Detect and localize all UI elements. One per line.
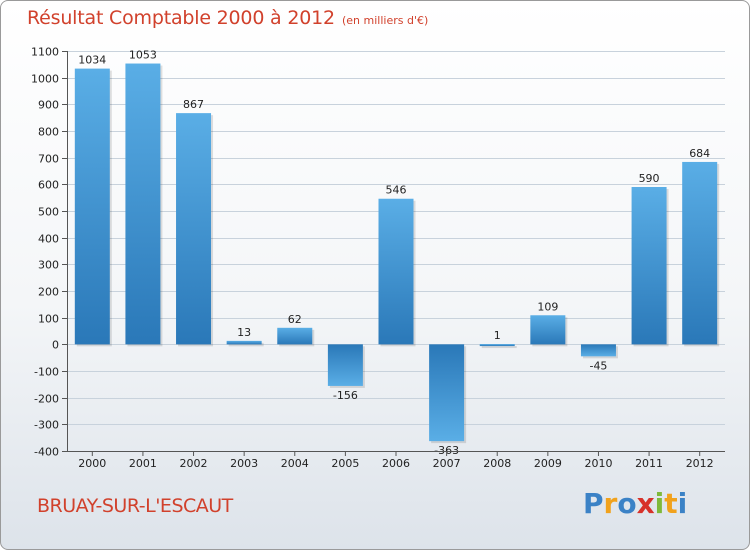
value-label-2006: 546 [386, 184, 407, 197]
bar-2012 [682, 161, 718, 345]
x-tick-label-2004: 2004 [281, 457, 309, 470]
y-tick-label: 600 [38, 179, 59, 192]
x-tick-label-2007: 2007 [433, 457, 461, 470]
y-tick-label: 1000 [31, 73, 59, 86]
x-tick-label-2010: 2010 [584, 457, 612, 470]
logo-letter: o [617, 487, 637, 520]
y-tick-label: 800 [38, 126, 59, 139]
x-tick-label-2005: 2005 [331, 457, 359, 470]
x-tick-label-2000: 2000 [78, 457, 106, 470]
y-tick-label: -100 [34, 366, 59, 379]
axes: -400 -300 -200 -100 0 100 200 300 400 500 600 700 80… [31, 46, 725, 470]
logo-letter: i [654, 487, 665, 520]
bar-2005 [327, 344, 363, 386]
logo-letter: i [677, 487, 688, 520]
y-tick-label: 100 [38, 313, 59, 326]
bar-2007 [429, 344, 465, 442]
bar-2006 [378, 198, 414, 345]
value-label-2012: 684 [689, 147, 710, 160]
value-label-2000: 1034 [78, 54, 106, 67]
y-tick-label: 1100 [31, 46, 59, 59]
y-tick-label: 0 [52, 339, 59, 352]
bar-2004 [277, 327, 313, 345]
x-tick-label-2009: 2009 [534, 457, 562, 470]
bar-2000 [74, 68, 110, 345]
x-tick-label-2006: 2006 [382, 457, 410, 470]
y-tick-label: 200 [38, 286, 59, 299]
town-name: BRUAY-SUR-L'ESCAUT [37, 495, 233, 517]
logo-letter: x [636, 487, 655, 520]
value-label-2008: 1 [494, 329, 501, 342]
logo-letter: t [664, 487, 678, 520]
bar-shadow [481, 346, 517, 349]
value-label-2001: 1053 [129, 49, 157, 62]
logo-letter: r [603, 487, 618, 520]
x-tick-label-2001: 2001 [129, 457, 157, 470]
bar-2011 [631, 187, 667, 345]
value-label-2004: 62 [288, 313, 302, 326]
bar-shadow [228, 342, 264, 347]
x-tick-label-2008: 2008 [483, 457, 511, 470]
bar-2008 [479, 344, 515, 347]
value-label-2011: 590 [639, 172, 660, 185]
value-label-2003: 13 [237, 326, 251, 339]
x-tick-label-2003: 2003 [230, 457, 258, 470]
bar-2010 [580, 344, 616, 357]
y-tick-label: -300 [34, 419, 59, 432]
bars [74, 63, 720, 444]
value-label-2005: -156 [333, 389, 358, 402]
value-label-2010: -45 [589, 359, 607, 372]
proxiti-logo[interactable]: Proxiti [583, 487, 687, 520]
bar-2009 [530, 315, 566, 345]
value-label-2009: 109 [537, 300, 558, 313]
bar-2002 [176, 113, 212, 345]
y-tick-label: 700 [38, 153, 59, 166]
value-labels: 1034 1053 867 13 62 -156 546 -363 1 109 -45 590 684 [78, 49, 710, 458]
y-tick-label: 300 [38, 259, 59, 272]
x-tick-label-2011: 2011 [635, 457, 663, 470]
value-label-2002: 867 [183, 98, 204, 111]
logo-letter: P [583, 487, 604, 520]
chart-subtitle: (en milliers d'€) [342, 14, 429, 27]
y-tick-label: -400 [34, 446, 59, 459]
bar-2001 [125, 63, 161, 345]
y-tick-label: 400 [38, 233, 59, 246]
y-tick-label: 900 [38, 99, 59, 112]
y-tick-label: -200 [34, 393, 59, 406]
chart-title: Résultat Comptable 2000 à 2012 [27, 7, 335, 29]
x-tick-label-2012: 2012 [686, 457, 714, 470]
value-label-2007: -363 [434, 444, 459, 457]
bar-2003 [226, 340, 262, 345]
x-tick-label-2002: 2002 [180, 457, 208, 470]
y-tick-label: 500 [38, 206, 59, 219]
